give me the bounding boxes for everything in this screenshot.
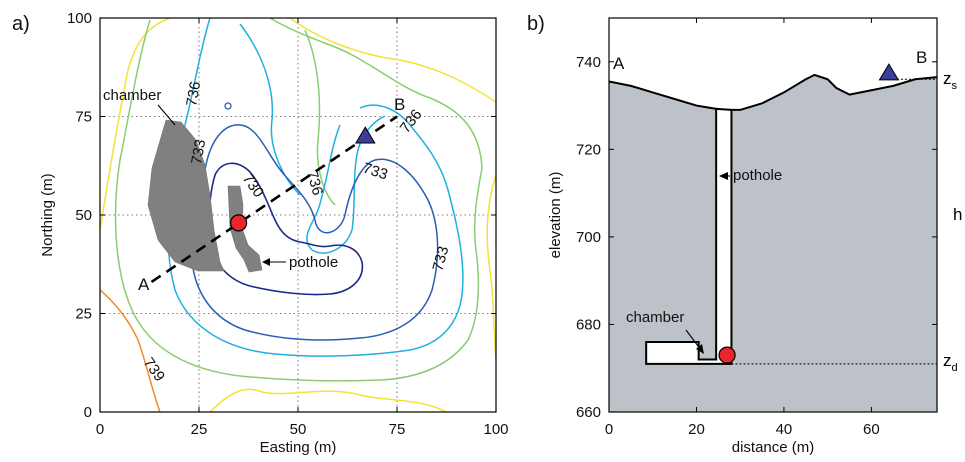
ytick-label-a-3: 75: [75, 109, 92, 126]
level-labels: zs h zd: [943, 69, 962, 374]
contour-label-736-left: 736: [183, 80, 204, 108]
panel-b-ticks: 0 20 40 60 660 680 700 720 740: [576, 18, 937, 438]
pothole-arrowhead-a: [262, 258, 270, 266]
ytick-label-b-0: 660: [576, 404, 601, 421]
contour-yellow-bottom: [209, 388, 447, 412]
panel-b-ylabel: elevation (m): [547, 172, 564, 259]
xtick-label-b-0: 0: [605, 421, 613, 438]
panel-a-xlabel: Easting (m): [260, 439, 337, 456]
panel-a-markers: [230, 126, 376, 232]
contour-yellow-right: [486, 174, 496, 361]
chamber-pointer-a: [157, 104, 176, 126]
ytick-label-a-4: 100: [67, 10, 92, 27]
panel-b-xlabel: distance (m): [732, 439, 815, 456]
pothole-label-a: pothole: [289, 254, 338, 271]
marker-circle-a: [230, 214, 248, 232]
xtick-label-a-2: 50: [290, 421, 307, 438]
marker-triangle-b: [878, 63, 900, 81]
marker-triangle-a: [354, 126, 376, 144]
contour-label-733-left: 733: [188, 138, 209, 166]
panel-a-label: a): [12, 13, 30, 35]
marker-circle-b: [718, 346, 736, 364]
panel-b-annotations: A B pothole chamber: [613, 48, 927, 354]
section-start-label: A: [138, 275, 150, 294]
zs-label: zs: [943, 69, 958, 92]
section-end-label: B: [394, 95, 405, 114]
xtick-label-a-4: 100: [483, 421, 508, 438]
ytick-label-b-2: 700: [576, 229, 601, 246]
panel-a-ylabel: Northing (m): [39, 173, 56, 256]
pothole-cavity: [645, 107, 733, 365]
ytick-label-b-1: 680: [576, 316, 601, 333]
panel-a-grid: [100, 18, 496, 412]
xtick-label-b-3: 60: [863, 421, 880, 438]
chamber-pointer-b: [685, 329, 702, 351]
contour-small-loop: [224, 102, 232, 110]
section-start-label-b: A: [613, 54, 625, 73]
contour-green-inner: [304, 29, 336, 206]
pothole-arrowhead-b: [719, 172, 728, 180]
contour-yellow-top: [289, 18, 496, 103]
contour-label-733-far: 733: [429, 244, 452, 273]
xtick-label-b-2: 40: [776, 421, 793, 438]
contour-yellow-outer: [100, 18, 171, 231]
panel-b: b) A B pothole chamber 0 20 40 60 660 680 700 7…: [527, 13, 962, 456]
panel-b-markers: [718, 63, 900, 364]
section-end-label-b: B: [916, 48, 927, 67]
ground-surface-line: [609, 73, 937, 111]
section-line-dashed: [150, 115, 398, 284]
panel-a-ticks: 0 25 50 75 100 0 25 50 75 100: [67, 10, 509, 438]
h-label: h: [953, 205, 962, 224]
xtick-label-a-1: 25: [191, 421, 208, 438]
ytick-label-a-2: 50: [75, 207, 92, 224]
pothole-label-b: pothole: [733, 167, 782, 184]
contour-label-736-center: 736: [303, 169, 326, 198]
chamber-label-b: chamber: [626, 309, 684, 326]
chamber-arrowhead-b: [696, 344, 704, 354]
contour-green: [114, 18, 483, 382]
contour-736-mid: [306, 115, 386, 254]
chamber-pothole-shapes: [147, 119, 263, 273]
contour-733: [190, 124, 439, 341]
xtick-label-a-0: 0: [96, 421, 104, 438]
chamber-shape: [147, 119, 225, 272]
pothole-shape: [227, 185, 263, 273]
section-line: A B: [138, 95, 405, 294]
panel-b-frame: [608, 17, 938, 413]
ytick-label-b-3: 720: [576, 141, 601, 158]
contour-label-733-right: 733: [361, 160, 390, 184]
xtick-label-b-1: 20: [688, 421, 705, 438]
feature-annotations: chamber pothole: [103, 87, 338, 271]
xtick-label-a-3: 75: [389, 421, 406, 438]
ytick-label-a-0: 0: [84, 404, 92, 421]
ytick-label-b-4: 740: [576, 54, 601, 71]
contour-739: [100, 289, 161, 412]
zd-label: zd: [943, 351, 958, 374]
contour-label-730: 730: [239, 171, 267, 201]
ground-fill: [609, 74, 937, 412]
contour-736-top: [239, 23, 301, 196]
ytick-label-a-1: 25: [75, 306, 92, 323]
panel-a: a): [12, 10, 509, 456]
chamber-label-a: chamber: [103, 87, 161, 104]
panel-b-label: b): [527, 13, 545, 35]
